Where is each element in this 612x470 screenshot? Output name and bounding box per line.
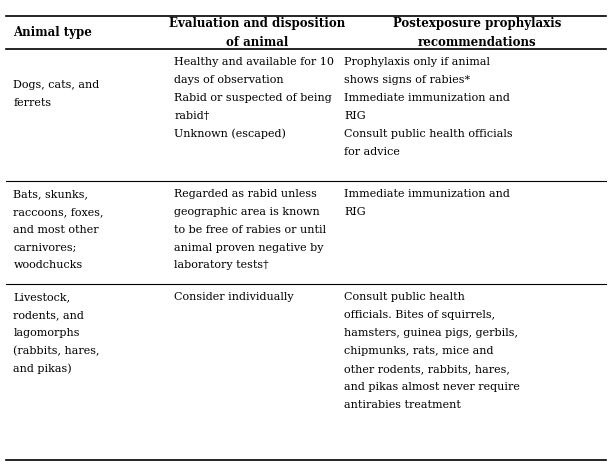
- Text: for advice: for advice: [344, 147, 400, 157]
- Text: animal proven negative by: animal proven negative by: [174, 243, 324, 252]
- Text: Rabid or suspected of being: Rabid or suspected of being: [174, 93, 332, 103]
- Text: other rodents, rabbits, hares,: other rodents, rabbits, hares,: [344, 364, 510, 374]
- Text: and pikas almost never require: and pikas almost never require: [344, 382, 520, 392]
- Text: Immediate immunization and: Immediate immunization and: [344, 189, 510, 199]
- Text: RIG: RIG: [344, 207, 365, 217]
- Text: Livestock,: Livestock,: [13, 292, 70, 302]
- Text: and pikas): and pikas): [13, 364, 72, 374]
- Text: Prophylaxis only if animal: Prophylaxis only if animal: [344, 57, 490, 67]
- Text: hamsters, guinea pigs, gerbils,: hamsters, guinea pigs, gerbils,: [344, 328, 518, 338]
- Text: Consult public health officials: Consult public health officials: [344, 129, 513, 139]
- Text: Unknown (escaped): Unknown (escaped): [174, 129, 286, 139]
- Text: shows signs of rabies*: shows signs of rabies*: [344, 75, 470, 85]
- Text: to be free of rabies or until: to be free of rabies or until: [174, 225, 327, 235]
- Text: raccoons, foxes,: raccoons, foxes,: [13, 207, 104, 217]
- Text: Consult public health: Consult public health: [344, 292, 465, 302]
- Text: woodchucks: woodchucks: [13, 260, 83, 270]
- Text: and most other: and most other: [13, 225, 99, 235]
- Text: RIG: RIG: [344, 111, 365, 121]
- Text: Bats, skunks,: Bats, skunks,: [13, 189, 89, 199]
- Text: days of observation: days of observation: [174, 75, 284, 85]
- Text: Healthy and available for 10: Healthy and available for 10: [174, 57, 334, 67]
- Text: of animal: of animal: [226, 36, 288, 49]
- Text: Dogs, cats, and: Dogs, cats, and: [13, 80, 100, 90]
- Text: (rabbits, hares,: (rabbits, hares,: [13, 346, 100, 356]
- Text: ferrets: ferrets: [13, 98, 51, 108]
- Text: Regarded as rabid unless: Regarded as rabid unless: [174, 189, 317, 199]
- Text: Postexposure prophylaxis: Postexposure prophylaxis: [393, 16, 562, 30]
- Text: lagomorphs: lagomorphs: [13, 328, 80, 338]
- Text: antirabies treatment: antirabies treatment: [344, 400, 461, 409]
- Text: rabid†: rabid†: [174, 111, 210, 121]
- Text: Evaluation and disposition: Evaluation and disposition: [169, 16, 345, 30]
- Text: laboratory tests†: laboratory tests†: [174, 260, 269, 270]
- Text: geographic area is known: geographic area is known: [174, 207, 320, 217]
- Text: recommendations: recommendations: [418, 36, 537, 49]
- Text: Animal type: Animal type: [13, 26, 92, 39]
- Text: Immediate immunization and: Immediate immunization and: [344, 93, 510, 103]
- Text: chipmunks, rats, mice and: chipmunks, rats, mice and: [344, 346, 493, 356]
- Text: carnivores;: carnivores;: [13, 243, 77, 252]
- Text: rodents, and: rodents, and: [13, 310, 84, 320]
- Text: officials. Bites of squirrels,: officials. Bites of squirrels,: [344, 310, 495, 320]
- Text: Consider individually: Consider individually: [174, 292, 294, 302]
